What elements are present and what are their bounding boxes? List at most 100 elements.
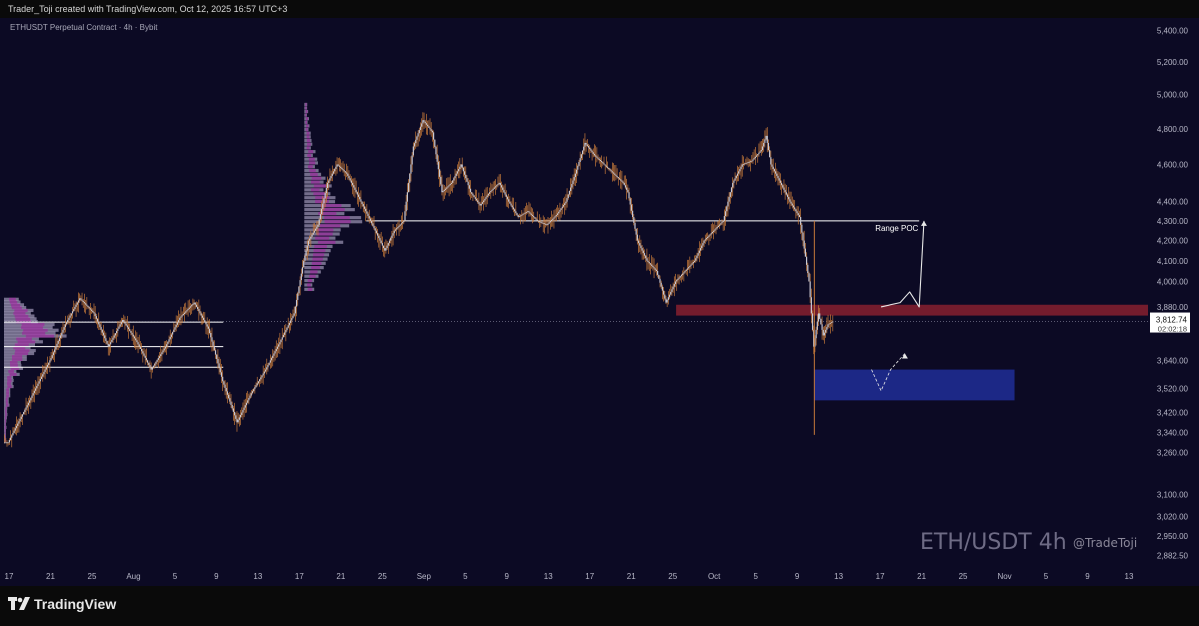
volume-bar-accent <box>4 435 6 439</box>
candle-body <box>347 173 349 176</box>
candle-body <box>361 201 363 205</box>
candle-body <box>378 235 380 239</box>
candle-body <box>113 335 115 338</box>
candle-body <box>578 161 580 166</box>
candle-body <box>422 120 424 124</box>
candle-body <box>230 401 232 405</box>
candle-body <box>785 192 787 195</box>
candle-body <box>280 339 282 343</box>
volume-bar-accent <box>305 120 307 124</box>
candle-body <box>27 402 30 406</box>
chart-panel[interactable]: Range POC 5,400.00 5,200.00 5,000.00 4,800.… <box>0 18 1199 586</box>
volume-bar-accent <box>21 322 45 327</box>
candle-body <box>337 164 339 166</box>
candle-body <box>157 358 159 360</box>
candle-body <box>211 337 213 342</box>
volume-bar-accent <box>4 438 6 442</box>
candle-body <box>233 411 236 416</box>
candle-body <box>192 303 194 306</box>
candle-body <box>218 363 220 368</box>
candle-body <box>60 335 62 339</box>
candle-body <box>497 184 499 186</box>
candle-body <box>493 187 495 189</box>
candle-body <box>815 329 817 339</box>
candle-body <box>783 187 785 190</box>
candle-body <box>575 169 578 174</box>
candle-body <box>261 375 263 378</box>
candle-body <box>239 414 242 418</box>
candle-body <box>530 213 532 215</box>
candle-body <box>158 356 161 359</box>
candle-body <box>267 364 269 368</box>
tradingview-brand[interactable]: TradingView <box>8 596 116 612</box>
candle-body <box>148 362 150 365</box>
price-axis: 5,400.00 5,200.00 5,000.00 4,800.00 4,600.00… <box>1150 26 1190 561</box>
candle-body <box>216 354 218 359</box>
candle-body <box>688 267 690 269</box>
candle-body <box>759 151 761 153</box>
candle-body <box>112 337 114 340</box>
candle-body <box>826 327 828 330</box>
volume-bar-accent <box>305 113 307 117</box>
candle-body <box>126 325 128 328</box>
price-chart[interactable]: Range POC 5,400.00 5,200.00 5,000.00 4,800.… <box>0 18 1199 586</box>
candle-body <box>303 260 305 268</box>
volume-bar-accent <box>315 196 330 200</box>
price-tick-label: 3,020.00 <box>1157 513 1189 522</box>
candle-body <box>121 319 124 323</box>
candle-body <box>541 222 543 224</box>
candle-body <box>819 313 821 319</box>
volume-bar-accent <box>311 266 320 270</box>
volume-bar-accent <box>5 413 7 417</box>
candle-body <box>533 216 535 218</box>
candle-body <box>8 440 10 443</box>
candle-body <box>90 309 93 311</box>
candle-body <box>577 165 579 170</box>
candle-body <box>572 180 574 185</box>
candle-body <box>419 126 422 130</box>
candle-body <box>125 323 127 326</box>
candle-body <box>796 211 798 214</box>
time-tick-label: 21 <box>627 572 636 581</box>
candle-body <box>26 405 28 408</box>
candle-body <box>698 250 700 254</box>
candle-body <box>255 385 257 388</box>
volume-bar-accent <box>11 357 23 362</box>
candle-body <box>381 243 383 246</box>
volume-bar-accent <box>9 372 17 376</box>
candle-body <box>751 160 753 162</box>
candle-body <box>559 210 561 212</box>
candle-body <box>360 199 362 202</box>
price-tick-label: 4,400.00 <box>1157 198 1189 207</box>
candle-body <box>307 240 310 246</box>
candle-body <box>570 187 572 192</box>
candle-body <box>410 164 412 174</box>
candle-body <box>254 387 256 390</box>
candle-body <box>127 327 130 330</box>
candle-body <box>801 224 803 233</box>
candle-body <box>55 346 57 350</box>
candle-body <box>79 298 81 301</box>
time-tick-label: 5 <box>753 572 758 581</box>
candle-body <box>62 329 64 333</box>
candle-body <box>758 152 760 155</box>
current-price-value: 3,812.74 <box>1156 316 1188 325</box>
candle-body <box>568 191 571 195</box>
candle-body <box>187 308 189 311</box>
candle-body <box>168 339 170 342</box>
candle-body <box>107 343 109 347</box>
candle-body <box>549 221 551 223</box>
candle-body <box>718 224 721 226</box>
candle-body <box>427 124 429 127</box>
candle-body <box>465 174 467 179</box>
candle-body <box>564 203 566 206</box>
candle-body <box>342 169 344 171</box>
price-tick-label: 4,300.00 <box>1157 217 1189 226</box>
candle-body <box>325 187 327 194</box>
candle-body <box>301 267 304 274</box>
price-tick-label: 3,520.00 <box>1157 384 1189 393</box>
candle-body <box>489 192 491 194</box>
candle-body <box>288 322 291 326</box>
candle-body <box>649 263 652 265</box>
candle-body <box>770 157 772 165</box>
